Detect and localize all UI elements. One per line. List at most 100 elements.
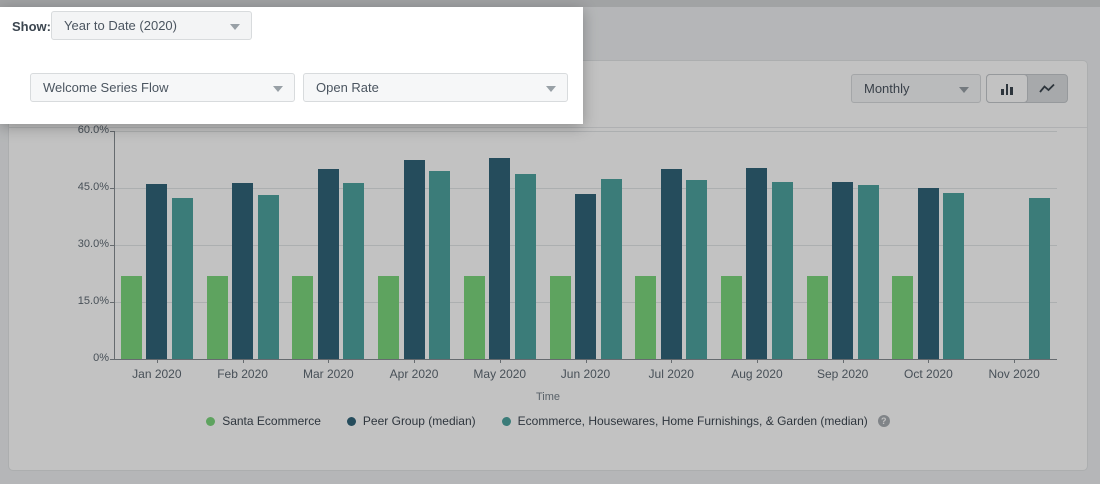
flow-dropdown-value: Welcome Series Flow [43,80,169,95]
bar-ecommerce-housewares-home-furnishings-garden-median[interactable] [343,182,365,359]
x-axis-tick [671,359,673,363]
bar-peer-group-median[interactable] [403,160,425,359]
bar-peer-group-median[interactable] [317,168,339,359]
gridline [114,131,1057,132]
x-axis-tick-label: Mar 2020 [302,367,354,381]
x-axis-tick [928,359,930,363]
y-axis-tick-label: 0% [93,352,109,364]
bar-peer-group-median[interactable] [660,169,682,359]
bar-santa-ecommerce[interactable] [463,276,485,359]
metric-dropdown-value: Open Rate [316,80,379,95]
x-axis-tick [756,359,758,363]
x-axis-tick-label: Jun 2020 [560,367,611,381]
line-chart-toggle-button[interactable] [1027,75,1067,102]
gridline [114,188,1057,189]
x-axis-tick [1014,359,1016,363]
x-axis-title: Time [535,391,561,403]
help-question-icon[interactable]: ? [877,415,890,427]
chevron-down-icon [273,86,283,92]
y-axis-tick [110,131,114,132]
bar-peer-group-median[interactable] [489,157,511,359]
bar-peer-group-median[interactable] [575,194,596,359]
bar-ecommerce-housewares-home-furnishings-garden-median[interactable] [514,173,536,359]
line-chart-icon [1039,83,1055,93]
tour-spotlight-panel: Show: Year to Date (2020) Welcome Series… [0,7,583,124]
y-axis-tick-label: 30.0% [77,238,109,250]
bar-santa-ecommerce[interactable] [806,276,828,359]
legend-dot-icon [206,416,216,426]
x-axis-tick [585,359,587,363]
y-axis-title: Open Rate [0,239,59,253]
flow-dropdown[interactable]: Welcome Series Flow [30,73,295,102]
interval-dropdown-value: Monthly [864,81,910,96]
y-axis-tick [110,359,114,360]
bar-peer-group-median[interactable] [832,181,854,359]
date-range-dropdown[interactable]: Year to Date (2020) [51,11,252,40]
legend-label: Santa Ecommerce [222,414,321,428]
x-axis-tick [414,359,416,363]
x-axis-tick-label: Sep 2020 [816,367,869,381]
y-axis-tick [110,188,114,189]
bar-ecommerce-housewares-home-furnishings-garden-median[interactable] [943,192,965,359]
legend-dot-icon [501,416,511,426]
legend-item[interactable]: Santa Ecommerce [206,414,321,428]
legend-label: Ecommerce, Housewares, Home Furnishings,… [517,414,868,428]
x-axis-tick-label: May 2020 [473,367,527,381]
interval-dropdown[interactable]: Monthly [851,74,981,103]
legend-item[interactable]: Ecommerce, Housewares, Home Furnishings,… [501,414,890,428]
x-axis-tick [328,359,330,363]
bar-ecommerce-housewares-home-furnishings-garden-median[interactable] [1029,197,1051,359]
x-axis-tick [156,359,158,363]
x-axis-tick-label: Feb 2020 [217,367,268,381]
bar-ecommerce-housewares-home-furnishings-garden-median[interactable] [600,179,622,359]
bar-ecommerce-housewares-home-furnishings-garden-median[interactable] [857,185,879,359]
top-edge-strip [0,0,1100,7]
y-axis-tick-label: 45.0% [77,181,109,193]
bar-santa-ecommerce[interactable] [635,276,657,359]
y-axis-tick-label: 60.0% [77,124,109,136]
bar-santa-ecommerce[interactable] [549,276,571,359]
x-axis-tick [242,359,244,363]
bar-santa-ecommerce[interactable] [892,276,914,359]
x-axis-tick-label: Jul 2020 [648,367,694,381]
bar-ecommerce-housewares-home-furnishings-garden-median[interactable] [429,171,451,359]
chart-legend: Santa Ecommerce Peer Group (median) Ecomme… [9,414,1087,428]
legend-item[interactable]: Peer Group (median) [346,414,476,428]
date-range-dropdown-value: Year to Date (2020) [64,18,177,33]
bar-santa-ecommerce[interactable] [206,276,228,359]
chart-type-toggle [986,74,1068,103]
chevron-down-icon [959,87,969,93]
benchmarks-chart-card: Monthly Open Rate Time Santa Ecommerce Pe… [8,60,1088,471]
x-axis-tick [842,359,844,363]
bar-peer-group-median[interactable] [232,182,254,359]
y-axis-line [114,131,115,360]
bar-santa-ecommerce[interactable] [378,276,400,359]
bar-chart-icon [1001,83,1013,95]
chevron-down-icon [546,86,556,92]
y-axis-tick [110,302,114,303]
bar-ecommerce-housewares-home-furnishings-garden-median[interactable] [257,195,279,359]
bar-peer-group-median[interactable] [146,184,168,359]
x-axis-tick-label: Apr 2020 [389,367,439,381]
bar-santa-ecommerce[interactable] [292,276,314,359]
x-axis-tick-label: Jan 2020 [132,367,182,381]
bar-peer-group-median[interactable] [917,188,939,359]
y-axis-tick-label: 15.0% [77,295,109,307]
bar-santa-ecommerce[interactable] [120,276,142,359]
x-axis-tick-label: Aug 2020 [731,367,783,381]
metric-dropdown[interactable]: Open Rate [303,73,568,102]
bar-santa-ecommerce[interactable] [720,276,742,359]
show-filter-label: Show: [12,19,51,34]
chart-card-header: Monthly [9,61,1087,128]
legend-label: Peer Group (median) [362,414,476,428]
x-axis-tick [499,359,501,363]
bar-chart-toggle-button[interactable] [986,74,1028,103]
y-axis-tick [110,245,114,246]
x-axis-tick-label: Oct 2020 [904,367,953,381]
chevron-down-icon [230,24,240,30]
bar-ecommerce-housewares-home-furnishings-garden-median[interactable] [686,180,708,359]
bar-peer-group-median[interactable] [746,168,768,359]
x-axis-tick-label: Nov 2020 [988,367,1040,381]
bar-ecommerce-housewares-home-furnishings-garden-median[interactable] [771,181,793,359]
bar-ecommerce-housewares-home-furnishings-garden-median[interactable] [171,197,193,359]
